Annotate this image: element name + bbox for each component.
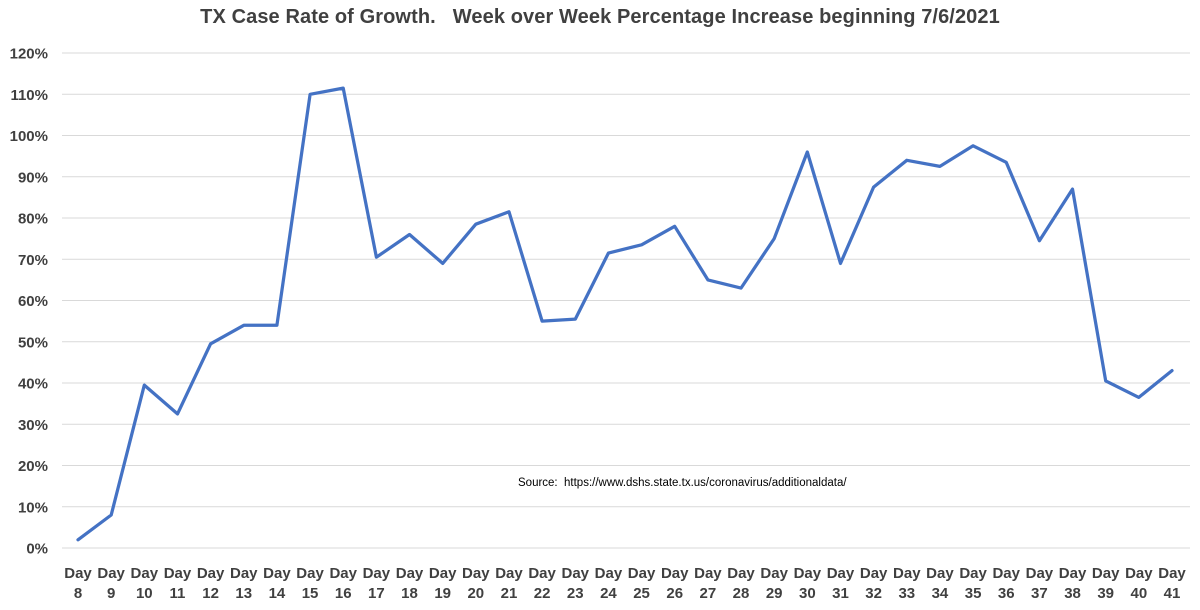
x-tick-label-day: 28 — [733, 585, 750, 602]
x-tick-label-prefix: Day — [959, 565, 987, 582]
x-tick-label-day: 14 — [269, 585, 286, 602]
y-tick-label: 10% — [18, 499, 48, 516]
x-tick-label-prefix: Day — [64, 565, 92, 582]
x-tick-label-prefix: Day — [992, 565, 1020, 582]
x-tick-label-day: 24 — [600, 585, 617, 602]
x-tick-label-day: 20 — [467, 585, 484, 602]
x-tick-label-prefix: Day — [661, 565, 689, 582]
x-tick-label-prefix: Day — [893, 565, 921, 582]
x-tick-label-prefix: Day — [827, 565, 855, 582]
y-tick-label: 30% — [18, 417, 48, 434]
x-tick-label-day: 27 — [700, 585, 717, 602]
x-tick-label-prefix: Day — [329, 565, 357, 582]
x-tick-label-prefix: Day — [595, 565, 623, 582]
y-tick-label: 20% — [18, 458, 48, 475]
x-tick-label-day: 23 — [567, 585, 584, 602]
x-tick-label-day: 35 — [965, 585, 982, 602]
source-note: Source: https://www.dshs.state.tx.us/cor… — [518, 477, 847, 489]
x-tick-label-day: 26 — [666, 585, 683, 602]
x-tick-label-day: 25 — [633, 585, 650, 602]
x-tick-label-prefix: Day — [97, 565, 125, 582]
y-tick-label: 40% — [18, 376, 48, 393]
x-tick-label-day: 15 — [302, 585, 319, 602]
x-tick-label-day: 31 — [832, 585, 849, 602]
x-tick-label-day: 33 — [898, 585, 915, 602]
x-tick-label-prefix: Day — [296, 565, 324, 582]
x-tick-label-day: 21 — [501, 585, 518, 602]
x-tick-label-day: 40 — [1131, 585, 1148, 602]
x-tick-label-day: 16 — [335, 585, 352, 602]
x-tick-label-day: 8 — [74, 585, 82, 602]
x-tick-label-day: 36 — [998, 585, 1015, 602]
x-tick-label-day: 11 — [170, 585, 186, 602]
x-tick-label-prefix: Day — [562, 565, 590, 582]
data-series-line — [76, 86, 1174, 542]
x-tick-label-prefix: Day — [1059, 565, 1087, 582]
x-tick-label-day: 38 — [1064, 585, 1081, 602]
x-tick-label-prefix: Day — [528, 565, 556, 582]
y-tick-label: 120% — [10, 46, 48, 63]
x-tick-label-day: 19 — [434, 585, 451, 602]
x-tick-label-day: 32 — [865, 585, 882, 602]
x-tick-label-day: 39 — [1097, 585, 1114, 602]
x-tick-label-day: 17 — [368, 585, 385, 602]
chart-title: TX Case Rate of Growth. Week over Week P… — [200, 6, 1000, 28]
x-tick-label-prefix: Day — [396, 565, 424, 582]
x-tick-label-day: 18 — [401, 585, 418, 602]
x-tick-label-day: 10 — [136, 585, 153, 602]
x-tick-label-day: 12 — [202, 585, 219, 602]
x-tick-label-day: 30 — [799, 585, 816, 602]
y-tick-label: 50% — [18, 334, 48, 351]
x-tick-label-prefix: Day — [429, 565, 457, 582]
y-tick-label: 110% — [10, 87, 48, 104]
x-tick-label-prefix: Day — [363, 565, 391, 582]
x-tick-label-day: 29 — [766, 585, 783, 602]
y-tick-label: 60% — [18, 293, 48, 310]
y-tick-label: 80% — [18, 211, 48, 228]
y-tick-label: 0% — [26, 541, 48, 558]
x-tick-label-day: 41 — [1164, 585, 1181, 602]
x-tick-label-day: 13 — [235, 585, 252, 602]
x-tick-label-prefix: Day — [794, 565, 822, 582]
x-tick-label-prefix: Day — [1092, 565, 1120, 582]
x-tick-label-prefix: Day — [131, 565, 159, 582]
x-tick-label-prefix: Day — [1026, 565, 1054, 582]
x-tick-label-prefix: Day — [263, 565, 291, 582]
x-tick-label-prefix: Day — [860, 565, 888, 582]
y-tick-label: 90% — [18, 169, 48, 186]
x-tick-label-prefix: Day — [197, 565, 225, 582]
x-tick-label-day: 34 — [932, 585, 949, 602]
x-tick-label-prefix: Day — [230, 565, 258, 582]
y-tick-label: 70% — [18, 252, 48, 269]
x-tick-label-prefix: Day — [1125, 565, 1153, 582]
x-tick-label-prefix: Day — [760, 565, 788, 582]
x-tick-label-prefix: Day — [1158, 565, 1186, 582]
x-tick-label-prefix: Day — [727, 565, 755, 582]
x-tick-label-prefix: Day — [628, 565, 656, 582]
x-tick-label-day: 22 — [534, 585, 551, 602]
x-tick-label-prefix: Day — [462, 565, 490, 582]
x-tick-label-prefix: Day — [694, 565, 722, 582]
x-tick-label-prefix: Day — [495, 565, 523, 582]
x-tick-label-prefix: Day — [164, 565, 192, 582]
x-tick-label-prefix: Day — [926, 565, 954, 582]
x-tick-label-day: 37 — [1031, 585, 1048, 602]
x-tick-label-day: 9 — [107, 585, 115, 602]
y-tick-label: 100% — [10, 128, 48, 145]
